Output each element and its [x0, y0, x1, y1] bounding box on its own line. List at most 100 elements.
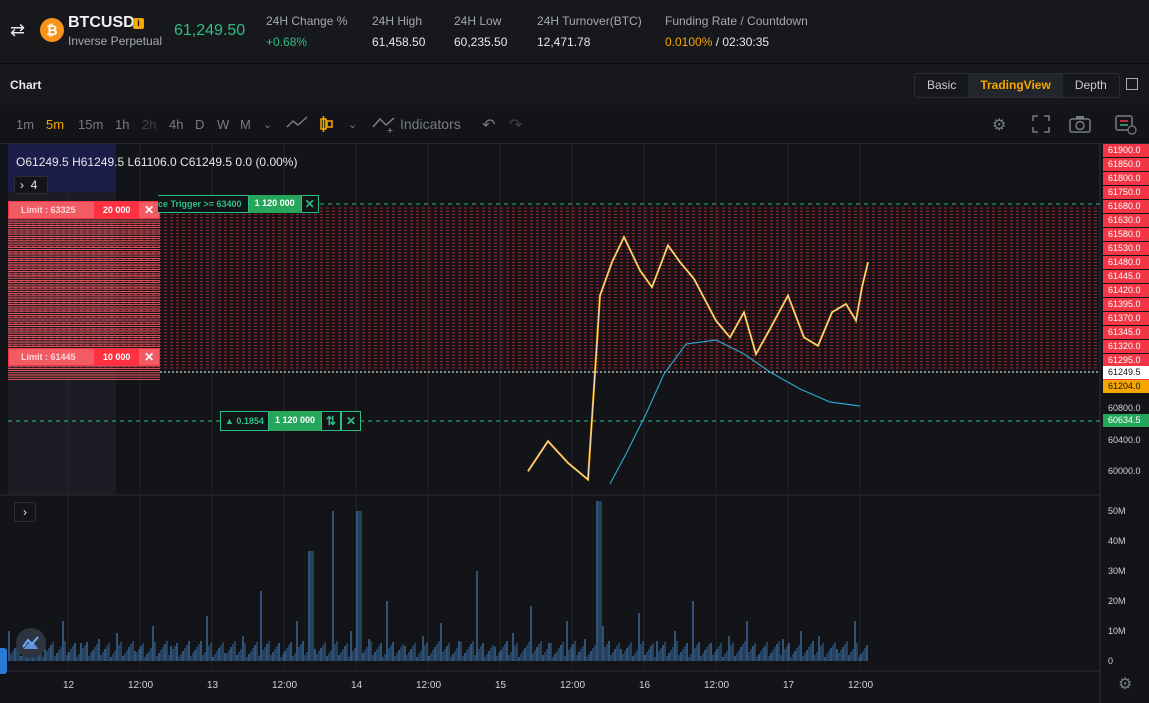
last-price-label: 61249.5	[1103, 366, 1149, 379]
time-axis-label: 12:00	[416, 680, 442, 691]
chart-toolbar: 1m 5m 15m 1h 2h 4h D W M ⌄ ⌄ Indicators …	[0, 106, 1149, 144]
volume-axis-label: 20M	[1108, 596, 1126, 606]
expand-volume-button[interactable]: ›	[14, 502, 36, 522]
trigger-order-tag[interactable]: ce Trigger >= 63400 1 120 000 ✕	[158, 195, 319, 213]
side-panel-tab[interactable]	[0, 648, 7, 674]
order-settings-icon[interactable]	[1115, 115, 1137, 140]
chart-titlebar: Chart Basic TradingView Depth	[0, 65, 1149, 105]
fullscreen-icon[interactable]	[1126, 78, 1138, 90]
close-icon[interactable]: ✕	[144, 350, 155, 364]
indicators-icon[interactable]	[372, 115, 396, 138]
stat-24h-change: 24H Change % +0.68%	[266, 14, 348, 49]
entry-price-label: 60634.5	[1103, 414, 1149, 427]
funding-countdown: / 02:30:35	[712, 35, 770, 49]
close-icon[interactable]: ✕	[340, 411, 361, 431]
indicators-button[interactable]: Indicators	[400, 116, 461, 132]
tab-basic[interactable]: Basic	[927, 78, 957, 92]
undo-icon[interactable]: ↶	[482, 117, 496, 134]
stat-funding: Funding Rate / Countdown 0.0100% / 02:30…	[665, 14, 808, 49]
chart-title: Chart	[10, 78, 42, 92]
price-axis-label: 60000.0	[1108, 466, 1141, 476]
price-axis-label: 61530.0	[1103, 242, 1149, 255]
symbol-name[interactable]: BTCUSD	[68, 14, 135, 31]
time-axis-label: 15	[495, 680, 507, 691]
interval-15m[interactable]: 15m	[78, 117, 104, 132]
line-chart-icon[interactable]	[286, 115, 308, 136]
time-axis-label: 12	[63, 680, 75, 691]
price-axis-label: 61345.0	[1103, 326, 1149, 339]
time-axis-label: 12:00	[272, 680, 298, 691]
interval-1h[interactable]: 1h	[115, 117, 130, 132]
time-axis-label: 12:00	[848, 680, 874, 691]
tab-depth[interactable]: Depth	[1074, 78, 1107, 92]
interval-m[interactable]: M	[240, 117, 251, 132]
volume-axis-label: 40M	[1108, 536, 1126, 546]
price-axis-label: 61900.0	[1103, 144, 1149, 157]
time-axis-label: 13	[207, 680, 219, 691]
last-price: 61,249.50	[174, 22, 246, 39]
swap-icon[interactable]: ⇄	[10, 20, 26, 40]
chevron-down-icon[interactable]: ⌄	[263, 119, 273, 131]
time-axis-label: 16	[639, 680, 651, 691]
volume-axis-label: 50M	[1108, 506, 1126, 516]
moving-average-line	[609, 339, 861, 485]
ohlc-legend: O61249.5 H61249.5 L61106.0 C61249.5 0.0 …	[16, 155, 298, 169]
stat-24h-turnover: 24H Turnover(BTC) 12,471.78	[537, 14, 642, 49]
limit-order-tag[interactable]: Limit : 61445 10 000 ✕	[8, 348, 160, 366]
price-axis-label: 61480.0	[1103, 256, 1149, 269]
info-icon[interactable]: i	[133, 18, 144, 29]
interval-d[interactable]: D	[195, 117, 205, 132]
funding-rate: 0.0100%	[665, 35, 713, 49]
price-axis-label: 61580.0	[1103, 228, 1149, 241]
reverse-icon[interactable]: ⇅	[320, 411, 341, 431]
contract-type: Inverse Perpetual	[68, 34, 163, 48]
price-axis-label: 61420.0	[1103, 284, 1149, 297]
interval-2h[interactable]: 2h	[142, 117, 157, 132]
chart-canvas[interactable]	[0, 144, 1149, 703]
position-pnl: ▲ 0.1854	[220, 411, 269, 431]
limit-order-tag[interactable]: Limit : 63325 20 000 ✕	[8, 201, 160, 219]
time-axis-label: 12:00	[128, 680, 154, 691]
price-chart[interactable]: O61249.5 H61249.5 L61106.0 C61249.5 0.0 …	[0, 144, 1149, 703]
redo-icon[interactable]: ↷	[509, 117, 523, 134]
candles-icon[interactable]	[318, 115, 334, 138]
price-axis-label: 61395.0	[1103, 298, 1149, 311]
axis-settings-icon[interactable]: ⚙	[1118, 676, 1133, 693]
price-axis-label: 61370.0	[1103, 312, 1149, 325]
bitcoin-icon: ₿	[40, 18, 64, 42]
stat-24h-high: 24H High 61,458.50	[372, 14, 426, 49]
camera-icon[interactable]	[1069, 115, 1091, 138]
bybit-widget-button[interactable]	[16, 628, 46, 658]
chevron-down-icon[interactable]: ⌄	[348, 119, 358, 131]
time-axis-label: 12:00	[560, 680, 586, 691]
position-tag[interactable]: ▲ 0.1854 1 120 000 ⇅ ✕	[220, 411, 361, 431]
interval-5m[interactable]: 5m	[46, 117, 65, 132]
time-axis-label: 12:00	[704, 680, 730, 691]
volume-axis-label: 10M	[1108, 626, 1126, 636]
price-axis-label: 61750.0	[1103, 186, 1149, 199]
mark-price-label: 61204.0	[1103, 380, 1149, 393]
market-header: ⇄ ₿ BTCUSD i Inverse Perpetual 61,249.50…	[0, 0, 1149, 64]
volume-axis-label: 0	[1108, 656, 1114, 666]
fit-screen-icon[interactable]	[1032, 115, 1050, 138]
price-axis-label: 61850.0	[1103, 158, 1149, 171]
time-axis-label: 14	[351, 680, 363, 691]
stat-24h-low: 24H Low 60,235.50	[454, 14, 508, 49]
view-switcher: Basic TradingView Depth	[914, 73, 1120, 98]
tab-tradingview[interactable]: TradingView	[968, 74, 1063, 97]
interval-1m[interactable]: 1m	[16, 117, 35, 132]
price-axis-label: 61630.0	[1103, 214, 1149, 227]
interval-w[interactable]: W	[217, 117, 230, 132]
price-axis-label: 61800.0	[1103, 172, 1149, 185]
history-shade	[8, 144, 116, 494]
collapse-indicators-button[interactable]: › 4	[14, 176, 48, 194]
close-icon[interactable]: ✕	[144, 203, 155, 217]
volume-axis-label: 30M	[1108, 566, 1126, 576]
price-axis-label: 60400.0	[1108, 435, 1141, 445]
chart-background	[0, 144, 1149, 703]
position-qty: 1 120 000	[268, 411, 321, 431]
settings-icon[interactable]: ⚙	[992, 117, 1007, 134]
interval-4h[interactable]: 4h	[169, 117, 184, 132]
close-icon[interactable]: ✕	[300, 195, 319, 213]
price-axis-label: 60800.0	[1108, 403, 1141, 413]
